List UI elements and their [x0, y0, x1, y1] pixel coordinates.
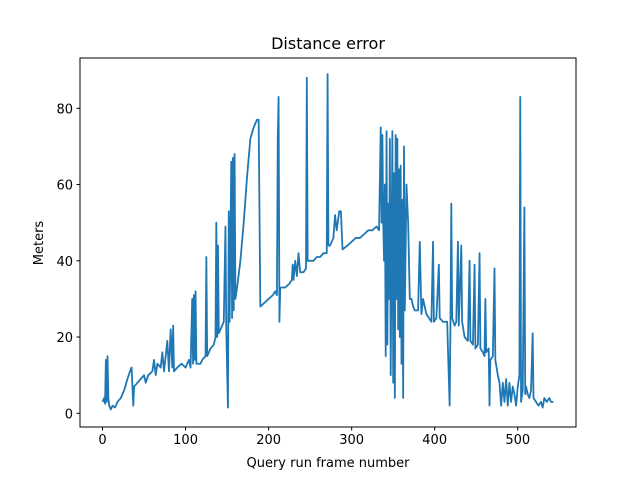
- x-tick-label: 100: [173, 433, 198, 448]
- x-tick-label: 300: [339, 433, 364, 448]
- x-tick-label: 0: [98, 433, 106, 448]
- y-tick-label: 80: [56, 102, 73, 117]
- plot-frame: [79, 57, 577, 428]
- x-axis-label: Query run frame number: [246, 456, 410, 471]
- x-tick-label: 500: [505, 433, 530, 448]
- data-line: [101, 73, 554, 411]
- chart-title: Distance error: [271, 34, 385, 53]
- y-tick-label: 20: [56, 331, 73, 346]
- y-tick-label: 40: [56, 255, 73, 270]
- y-tick-label: 60: [56, 179, 73, 194]
- x-tick-label: 200: [256, 433, 281, 448]
- y-axis-label: Meters: [32, 221, 47, 266]
- x-tick-label: 400: [422, 433, 447, 448]
- y-tick-label: 0: [65, 407, 73, 422]
